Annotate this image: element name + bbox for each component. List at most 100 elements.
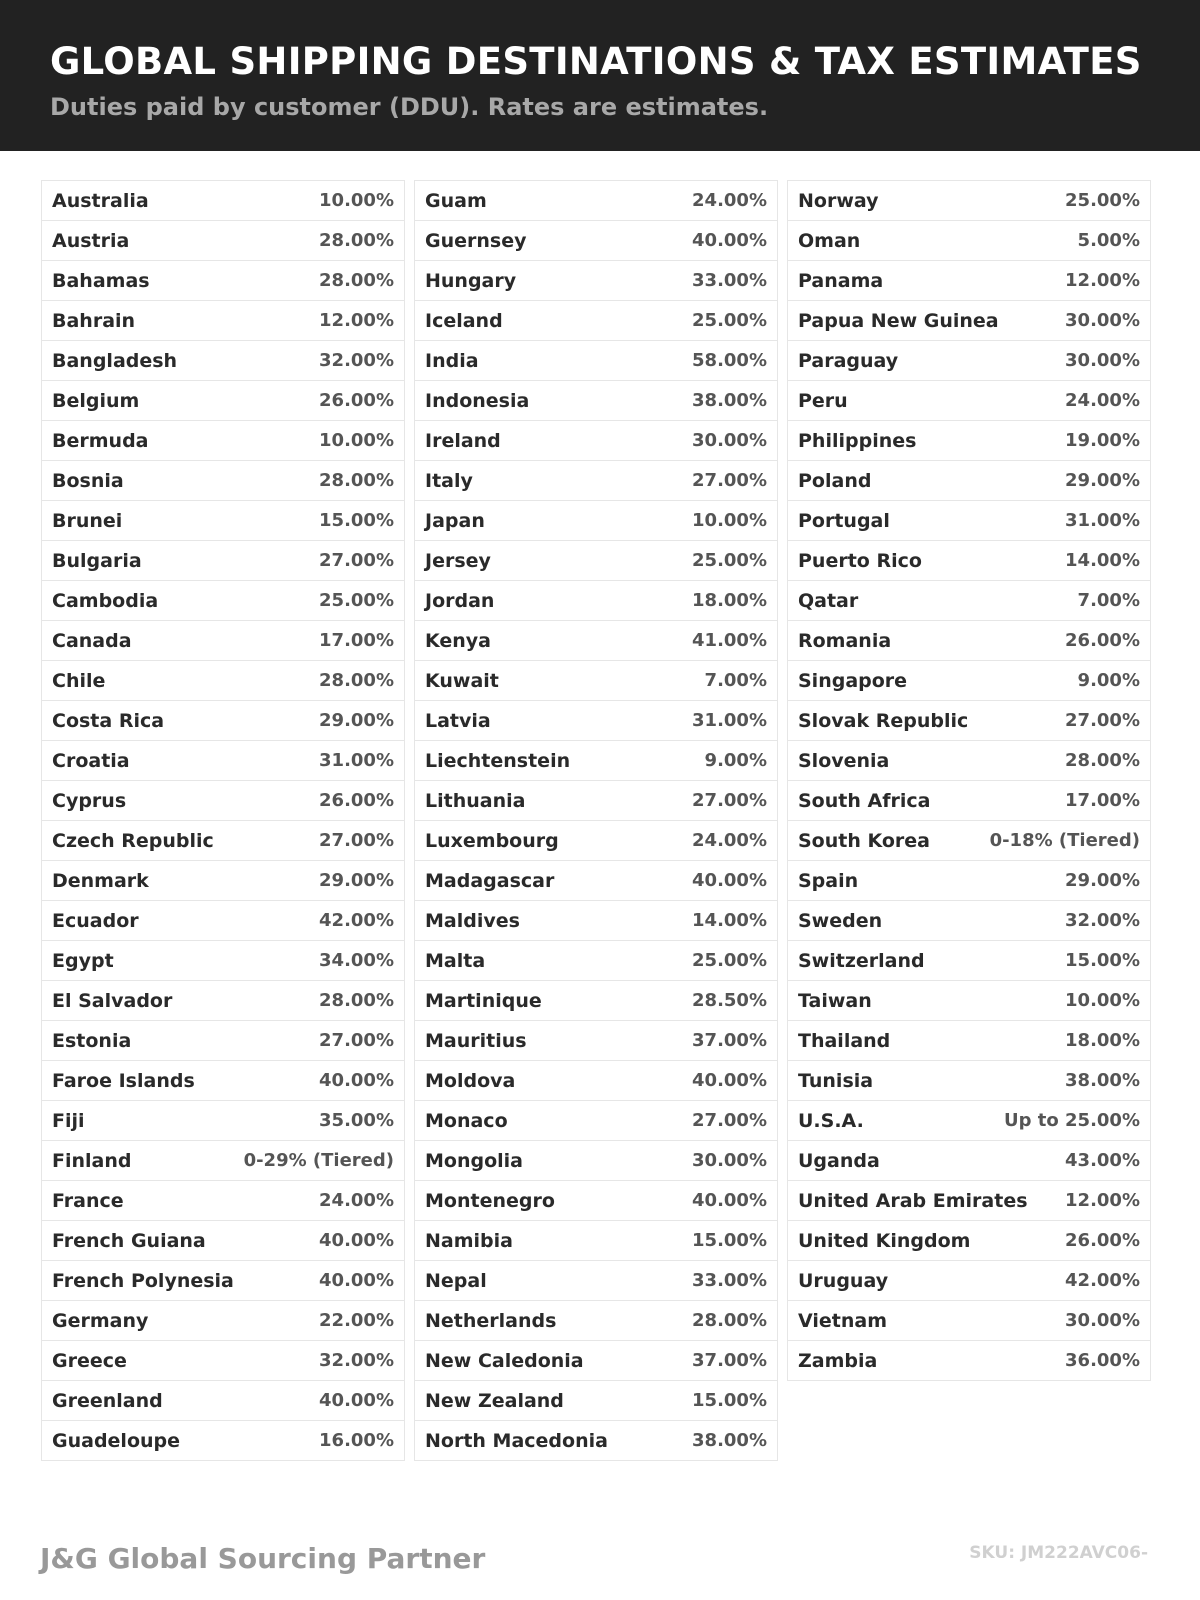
country-name: South Korea [798, 829, 931, 852]
tax-rate: 27.00% [692, 790, 767, 811]
country-name: Oman [798, 229, 861, 252]
brand-name: J&G Global Sourcing Partner [40, 1542, 486, 1575]
tax-rate: 32.00% [319, 1350, 394, 1371]
table-row: French Polynesia 40.00% [42, 1261, 404, 1301]
tax-rate: 40.00% [692, 230, 767, 251]
tax-rate: 5.00% [1077, 230, 1140, 251]
tax-rate: 31.00% [1065, 510, 1140, 531]
table-row: Malta 25.00% [415, 941, 777, 981]
table-row: Peru 24.00% [788, 381, 1150, 421]
country-name: Iceland [425, 309, 503, 332]
tax-rate: 10.00% [692, 510, 767, 531]
table-row: Australia 10.00% [42, 181, 404, 221]
tax-rate: 29.00% [319, 870, 394, 891]
table-row: Taiwan 10.00% [788, 981, 1150, 1021]
country-name: Portugal [798, 509, 890, 532]
table-row: Cambodia 25.00% [42, 581, 404, 621]
table-row: Latvia 31.00% [415, 701, 777, 741]
country-name: Belgium [52, 389, 140, 412]
country-name: Chile [52, 669, 106, 692]
country-name: Vietnam [798, 1309, 887, 1332]
table-row: Hungary 33.00% [415, 261, 777, 301]
country-name: New Zealand [425, 1389, 564, 1412]
table-row: Monaco 27.00% [415, 1101, 777, 1141]
tax-rate: 12.00% [1065, 1190, 1140, 1211]
country-name: Jordan [425, 589, 495, 612]
table-row: Costa Rica 29.00% [42, 701, 404, 741]
country-name: Kenya [425, 629, 492, 652]
country-name: Australia [52, 189, 149, 212]
table-row: Greece 32.00% [42, 1341, 404, 1381]
table-row: Guam 24.00% [415, 181, 777, 221]
table-row: Slovenia 28.00% [788, 741, 1150, 781]
table-row: U.S.A. Up to 25.00% [788, 1101, 1150, 1141]
country-name: French Guiana [52, 1229, 206, 1252]
table-row: Paraguay 30.00% [788, 341, 1150, 381]
country-name: Ireland [425, 429, 501, 452]
table-row: Norway 25.00% [788, 181, 1150, 221]
tax-rate: 9.00% [1077, 670, 1140, 691]
tax-rate: 28.50% [692, 990, 767, 1011]
tax-rate: 29.00% [1065, 470, 1140, 491]
tax-rate: 28.00% [319, 670, 394, 691]
tax-rate: 34.00% [319, 950, 394, 971]
country-name: Cyprus [52, 789, 127, 812]
country-name: French Polynesia [52, 1269, 234, 1292]
country-name: El Salvador [52, 989, 173, 1012]
tax-rate: 24.00% [692, 190, 767, 211]
table-row: Czech Republic 27.00% [42, 821, 404, 861]
table-row: India 58.00% [415, 341, 777, 381]
table-row: Maldives 14.00% [415, 901, 777, 941]
table-row: Panama 12.00% [788, 261, 1150, 301]
tax-rate: 24.00% [1065, 390, 1140, 411]
header-banner: GLOBAL SHIPPING DESTINATIONS & TAX ESTIM… [0, 0, 1200, 151]
tax-rate: 15.00% [1065, 950, 1140, 971]
tax-rate: 26.00% [319, 390, 394, 411]
country-name: Panama [798, 269, 884, 292]
country-name: Romania [798, 629, 892, 652]
country-name: Spain [798, 869, 859, 892]
tax-rate: 33.00% [692, 1270, 767, 1291]
tax-rate: 25.00% [319, 590, 394, 611]
country-name: Guernsey [425, 229, 527, 252]
table-row: Mauritius 37.00% [415, 1021, 777, 1061]
country-name: Croatia [52, 749, 130, 772]
country-name: Martinique [425, 989, 542, 1012]
table-row: Luxembourg 24.00% [415, 821, 777, 861]
country-name: Hungary [425, 269, 517, 292]
tax-rate: 40.00% [319, 1070, 394, 1091]
table-row: Jersey 25.00% [415, 541, 777, 581]
country-name: Bahamas [52, 269, 150, 292]
table-row: Zambia 36.00% [788, 1341, 1150, 1381]
country-name: Netherlands [425, 1309, 557, 1332]
table-row: Italy 27.00% [415, 461, 777, 501]
country-name: France [52, 1189, 124, 1212]
tax-rate: 27.00% [692, 470, 767, 491]
table-row: Fiji 35.00% [42, 1101, 404, 1141]
country-name: United Kingdom [798, 1229, 971, 1252]
tax-rate: 25.00% [1065, 190, 1140, 211]
country-name: Denmark [52, 869, 149, 892]
table-row: Thailand 18.00% [788, 1021, 1150, 1061]
table-row: Austria 28.00% [42, 221, 404, 261]
table-row: Guernsey 40.00% [415, 221, 777, 261]
tax-rate: 40.00% [319, 1230, 394, 1251]
country-name: United Arab Emirates [798, 1189, 1028, 1212]
tax-rate: 25.00% [692, 310, 767, 331]
country-name: Bahrain [52, 309, 136, 332]
table-row: Jordan 18.00% [415, 581, 777, 621]
tax-rate: 30.00% [692, 430, 767, 451]
table-row: New Zealand 15.00% [415, 1381, 777, 1421]
tax-rate: 31.00% [319, 750, 394, 771]
table-row: Tunisia 38.00% [788, 1061, 1150, 1101]
country-name: Finland [52, 1149, 132, 1172]
country-name: Singapore [798, 669, 908, 692]
table-row: Qatar 7.00% [788, 581, 1150, 621]
tax-rate: 27.00% [1065, 710, 1140, 731]
country-name: Philippines [798, 429, 917, 452]
table-row: Germany 22.00% [42, 1301, 404, 1341]
country-name: Uruguay [798, 1269, 889, 1292]
country-name: Kuwait [425, 669, 499, 692]
tax-rate: 25.00% [692, 550, 767, 571]
tax-rate: 15.00% [692, 1390, 767, 1411]
